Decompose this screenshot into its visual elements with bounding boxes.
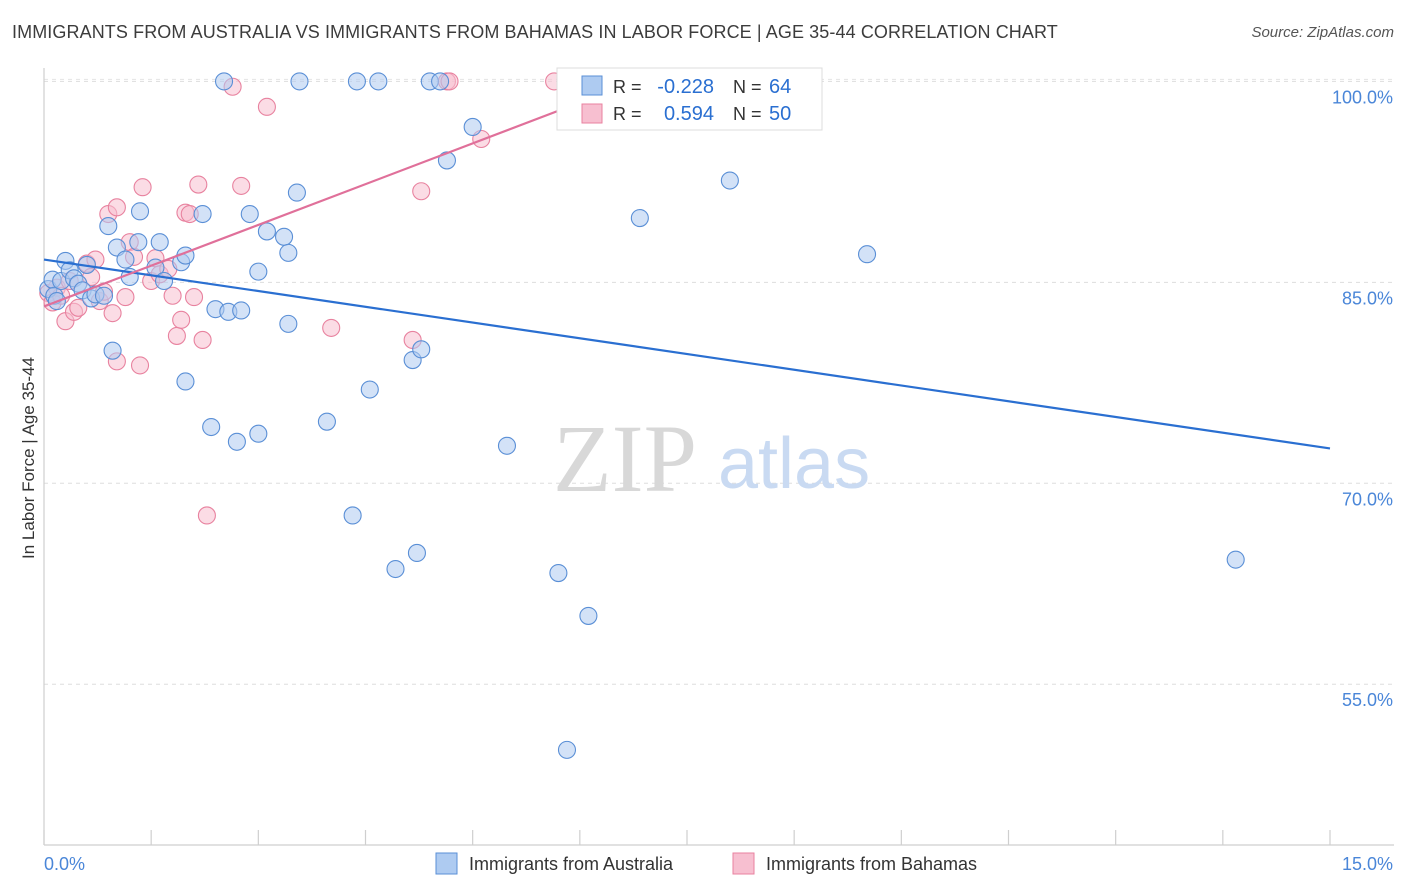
y-tick-labels: 100.0% 85.0% 70.0% 55.0% [1332,87,1393,710]
australia-trendline [43,258,1331,450]
australia-point-34 [240,204,259,224]
australia-point-22 [150,233,169,252]
chart-title: IMMIGRANTS FROM AUSTRALIA VS IMMIGRANTS … [12,22,1058,42]
australia-point-37 [257,222,276,241]
bahamas-point-33 [193,330,212,350]
y-tick-label-0: 100.0% [1332,87,1393,107]
australia-point-48 [386,559,405,579]
bahamas-point-32 [189,175,208,194]
bahamas-point-16 [107,198,126,217]
australia-point-53 [431,72,450,91]
australia-point-50 [407,543,426,563]
x-ticks [43,830,1331,845]
australia-point-39 [279,314,298,333]
australia-point-55 [463,117,482,136]
bahamas-point-40 [412,182,431,201]
australia-point-35 [249,424,268,443]
stats-n-value-blue: 64 [769,76,791,98]
australia-point-38 [275,227,294,246]
bahamas-point-37 [257,97,276,116]
source-label: Source: ZipAtlas.com [1251,24,1394,41]
australia-point-46 [360,380,379,399]
bahamas-point-38 [322,318,341,337]
trendlines [43,80,1331,450]
australia-point-59 [579,606,598,625]
x-tick-label-0: 0.0% [44,854,85,874]
stats-n-label-blue: N = [733,77,762,97]
australia-point-36 [249,262,268,281]
australia-point-44 [343,506,362,525]
australia-point-15 [103,341,122,360]
australia-point-33 [232,301,251,320]
y-tick-label-3: 55.0% [1342,690,1393,710]
australia-point-45 [347,72,366,91]
australia-point-54 [437,151,456,170]
legend-label-bahamas: Immigrants from Bahamas [766,854,977,874]
bahamas-trendline [43,80,636,308]
stats-r-value-pink: 0.594 [664,103,714,125]
australia-point-32 [227,432,246,451]
stats-box: R = -0.228 N = 64 R = 0.594 N = 50 [556,67,823,131]
legend-label-australia: Immigrants from Australia [469,854,674,874]
bahamas-point-36 [232,176,251,195]
stats-n-value-pink: 50 [769,103,791,125]
y-tick-label-1: 85.0% [1342,288,1393,308]
x-tick-labels: 0.0% 15.0% [44,854,1393,874]
australia-point-30 [214,72,234,91]
australia-point-58 [557,740,577,759]
bahamas-point-14 [103,304,122,323]
bahamas-point-26 [163,286,182,305]
australia-point-43 [317,412,336,431]
bahamas-point-28 [172,310,191,329]
australia-point-60 [630,208,649,228]
stats-r-label-pink: R = [613,104,642,124]
australia-point-47 [369,72,388,91]
bahamas-point-17 [116,288,135,307]
bahamas-point-27 [167,326,186,345]
y-axis-label: In Labor Force | Age 35-44 [19,357,38,559]
bahamas-point-7 [69,298,88,317]
australia-point-19 [129,233,148,252]
stats-swatch-pink [581,103,603,124]
australia-point-23 [154,271,174,291]
bahamas-point-20 [130,356,150,375]
stats-swatch-blue [581,75,603,96]
australia-point-20 [130,202,150,221]
australia-point-17 [116,250,135,269]
australia-point-28 [202,417,221,437]
stats-n-label-pink: N = [733,104,762,124]
australia-point-41 [287,183,306,202]
australia-point-61 [720,171,739,190]
legend: Immigrants from Australia Immigrants fro… [435,852,977,875]
australia-point-13 [94,286,114,305]
australia-point-62 [857,245,877,264]
x-tick-label-1: 15.0% [1342,854,1393,874]
watermark-atlas: atlas [718,424,870,504]
bahamas-point-34 [197,506,216,525]
australia-point-26 [176,372,195,391]
series-bahamas-points [39,72,611,525]
australia-point-42 [290,72,309,91]
legend-swatch-australia [435,852,458,875]
legend-swatch-bahamas [732,852,755,875]
australia-point-40 [279,243,298,262]
stats-r-value-blue: -0.228 [657,76,714,98]
australia-point-14 [99,217,118,236]
y-tick-label-2: 70.0% [1342,489,1393,509]
australia-point-27 [193,204,212,224]
watermark-zip: ZIP [553,405,697,512]
gridlines [44,78,1394,685]
bahamas-point-31 [184,288,204,307]
australia-point-57 [549,563,568,583]
stats-r-label-blue: R = [613,77,642,97]
australia-point-63 [1226,550,1245,569]
australia-point-56 [497,436,517,455]
bahamas-point-21 [133,178,152,197]
australia-point-51 [412,340,431,359]
watermark: ZIP atlas [553,405,870,512]
